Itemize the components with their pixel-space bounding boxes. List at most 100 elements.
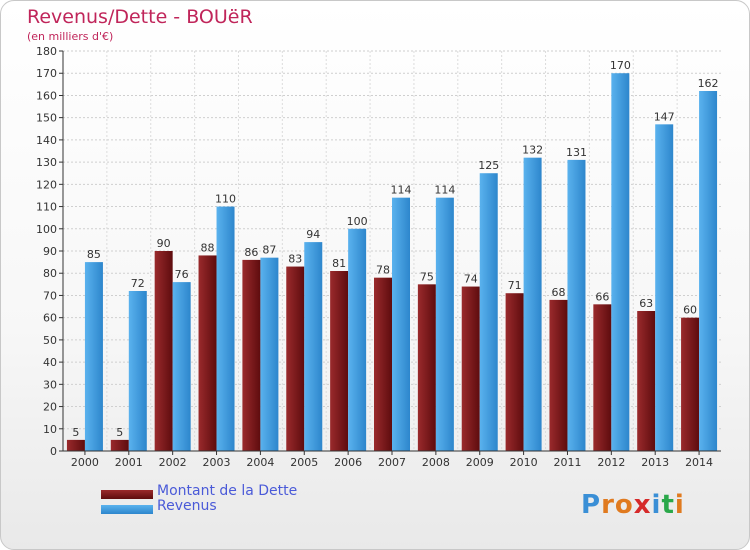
bar-revenue — [699, 91, 718, 451]
data-label-debt: 60 — [683, 304, 697, 317]
legend-label-revenue: Revenus — [157, 498, 217, 514]
x-tick-label: 2001 — [115, 456, 143, 469]
data-label-revenue: 147 — [654, 110, 675, 123]
x-tick-label: 2014 — [685, 456, 713, 469]
x-tick-label: 2011 — [553, 456, 581, 469]
y-tick-label: 160 — [36, 89, 57, 102]
y-tick-label: 150 — [36, 112, 57, 125]
y-tick-label: 30 — [43, 378, 57, 391]
y-tick-label: 40 — [43, 356, 57, 369]
legend-swatch-revenue — [101, 505, 153, 514]
y-tick-label: 50 — [43, 334, 57, 347]
x-tick-label: 2003 — [203, 456, 231, 469]
y-tick-label: 140 — [36, 134, 57, 147]
bar-revenue — [304, 242, 323, 451]
y-tick-label: 170 — [36, 67, 57, 80]
y-tick-label: 90 — [43, 245, 57, 258]
bar-revenue — [128, 291, 147, 451]
data-label-debt: 83 — [288, 253, 302, 266]
logo-letter: x — [633, 490, 652, 520]
y-tick-label: 130 — [36, 156, 57, 169]
x-tick-label: 2005 — [290, 456, 318, 469]
data-label-debt: 68 — [551, 286, 565, 299]
bar-debt — [242, 259, 261, 451]
bar-debt — [593, 304, 612, 451]
bar-revenue — [260, 257, 279, 451]
legend-swatch-debt — [101, 490, 153, 499]
data-label-revenue: 94 — [306, 228, 320, 241]
x-tick-label: 2013 — [641, 456, 669, 469]
x-tick-label: 2002 — [159, 456, 187, 469]
x-tick-label: 2008 — [422, 456, 450, 469]
chart-subtitle: (en milliers d'€) — [27, 30, 114, 43]
bar-debt — [374, 277, 392, 451]
bar-debt — [505, 293, 524, 451]
y-tick-label: 100 — [36, 223, 57, 236]
bar-revenue — [567, 159, 586, 451]
data-label-debt: 5 — [72, 426, 79, 439]
data-label-revenue: 85 — [87, 248, 101, 261]
data-label-revenue: 100 — [347, 215, 368, 228]
y-tick-label: 10 — [43, 423, 57, 436]
y-tick-label: 20 — [43, 401, 57, 414]
bar-revenue — [348, 228, 367, 451]
x-tick-label: 2009 — [466, 456, 494, 469]
data-label-revenue: 170 — [610, 59, 631, 72]
bar-revenue — [172, 282, 191, 451]
data-label-revenue: 132 — [522, 144, 543, 157]
data-label-debt: 90 — [157, 237, 171, 250]
data-label-revenue: 162 — [698, 77, 719, 90]
y-tick-label: 70 — [43, 289, 57, 302]
logo-letter: o — [614, 490, 634, 520]
bar-debt — [549, 299, 568, 451]
x-tick-label: 2010 — [510, 456, 538, 469]
proxiti-logo: Proxiti — [581, 490, 685, 520]
y-tick-label: 180 — [36, 45, 57, 58]
data-label-debt: 88 — [201, 241, 215, 254]
data-label-revenue: 110 — [215, 193, 236, 206]
logo-letter: t — [661, 490, 675, 520]
y-tick-label: 60 — [43, 312, 57, 325]
data-label-revenue: 72 — [131, 277, 145, 290]
bar-revenue — [523, 157, 542, 451]
y-tick-label: 80 — [43, 267, 57, 280]
logo-letter: r — [601, 490, 615, 520]
bar-debt — [110, 439, 129, 451]
data-label-revenue: 76 — [175, 268, 189, 281]
logo-letter: i — [651, 490, 662, 520]
data-label-revenue: 114 — [391, 184, 412, 197]
bar-debt — [154, 251, 173, 451]
axes — [59, 50, 721, 455]
data-label-debt: 74 — [464, 273, 478, 286]
data-label-revenue: 114 — [434, 184, 455, 197]
data-label-debt: 75 — [420, 270, 434, 283]
data-label-revenue: 125 — [478, 159, 499, 172]
x-tick-label: 2000 — [71, 456, 99, 469]
bar-debt — [417, 284, 436, 451]
data-label-revenue: 87 — [262, 244, 276, 257]
bar-debt — [330, 271, 349, 451]
x-tick-label: 2006 — [334, 456, 362, 469]
bar-revenue — [611, 73, 630, 451]
bar-revenue — [479, 173, 498, 451]
bar-debt — [286, 266, 305, 451]
bar-revenue — [435, 197, 454, 451]
logo-letter: i — [674, 490, 685, 520]
bar-debt — [681, 317, 700, 451]
y-tick-label: 120 — [36, 178, 57, 191]
x-tick-label: 2007 — [378, 456, 406, 469]
bar-revenue — [392, 197, 410, 451]
data-label-debt: 63 — [639, 297, 653, 310]
bar-revenue — [655, 124, 674, 451]
data-label-debt: 71 — [508, 279, 522, 292]
bar-revenue — [216, 206, 235, 451]
bar-revenue — [84, 262, 103, 451]
data-label-debt: 78 — [376, 264, 390, 277]
legend-label-debt: Montant de la Dette — [157, 483, 298, 499]
data-label-debt: 5 — [116, 426, 123, 439]
data-label-debt: 66 — [595, 290, 609, 303]
logo-letter: P — [581, 490, 602, 520]
bar-debt — [66, 439, 85, 451]
x-tick-label: 2012 — [597, 456, 625, 469]
